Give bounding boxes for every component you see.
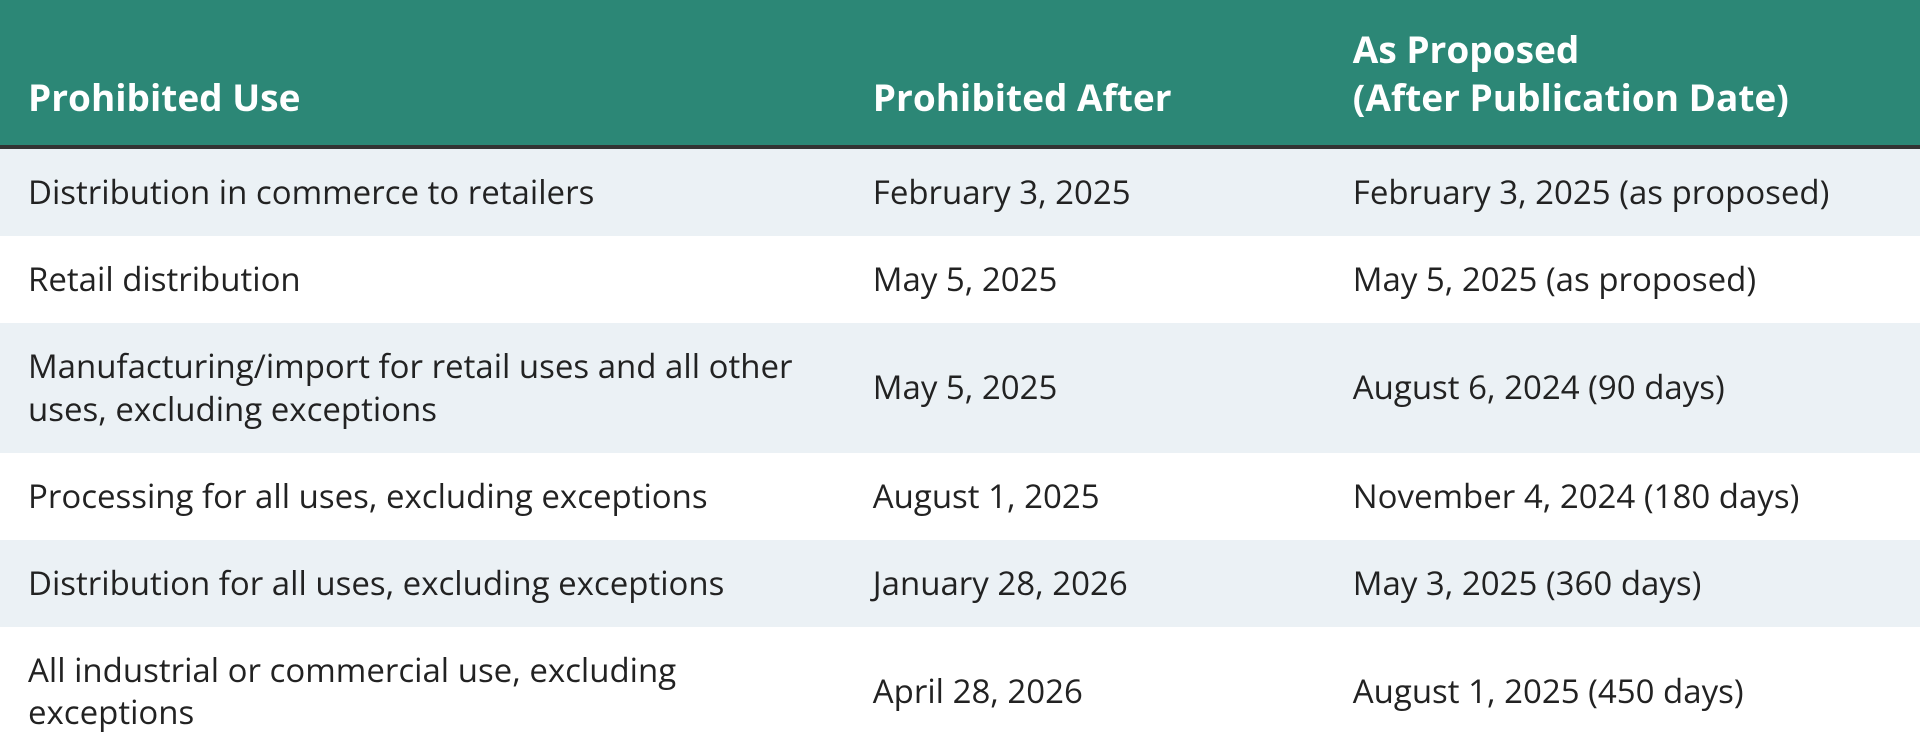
table-body: Distribution in commerce to retailers Fe… <box>0 149 1920 756</box>
cell-use: All industrial or commercial use, exclud… <box>0 627 845 756</box>
cell-after: August 1, 2025 <box>845 453 1325 540</box>
cell-after: February 3, 2025 <box>845 149 1325 236</box>
cell-proposed: November 4, 2024 (180 days) <box>1325 453 1920 540</box>
table-row: Distribution in commerce to retailers Fe… <box>0 149 1920 236</box>
table-row: Processing for all uses, excluding excep… <box>0 453 1920 540</box>
prohibited-use-table: Prohibited Use Prohibited After As Propo… <box>0 0 1920 756</box>
col-header-as-proposed: As Proposed(After Publication Date) <box>1325 0 1920 145</box>
cell-after: January 28, 2026 <box>845 540 1325 627</box>
cell-proposed: February 3, 2025 (as proposed) <box>1325 149 1920 236</box>
cell-use: Retail distribution <box>0 236 845 323</box>
table-row: Retail distribution May 5, 2025 May 5, 2… <box>0 236 1920 323</box>
table-header-row: Prohibited Use Prohibited After As Propo… <box>0 0 1920 145</box>
col-header-prohibited-use: Prohibited Use <box>0 0 845 145</box>
cell-use: Distribution in commerce to retailers <box>0 149 845 236</box>
table-row: Distribution for all uses, excluding exc… <box>0 540 1920 627</box>
cell-proposed: August 6, 2024 (90 days) <box>1325 323 1920 453</box>
cell-use: Processing for all uses, excluding excep… <box>0 453 845 540</box>
table-row: Manufacturing/import for retail uses and… <box>0 323 1920 453</box>
cell-use: Distribution for all uses, excluding exc… <box>0 540 845 627</box>
cell-after: May 5, 2025 <box>845 323 1325 453</box>
cell-use: Manufacturing/import for retail uses and… <box>0 323 845 453</box>
col-header-prohibited-after: Prohibited After <box>845 0 1325 145</box>
cell-proposed: May 5, 2025 (as proposed) <box>1325 236 1920 323</box>
table-row: All industrial or commercial use, exclud… <box>0 627 1920 756</box>
cell-proposed: May 3, 2025 (360 days) <box>1325 540 1920 627</box>
cell-after: April 28, 2026 <box>845 627 1325 756</box>
cell-proposed: August 1, 2025 (450 days) <box>1325 627 1920 756</box>
cell-after: May 5, 2025 <box>845 236 1325 323</box>
